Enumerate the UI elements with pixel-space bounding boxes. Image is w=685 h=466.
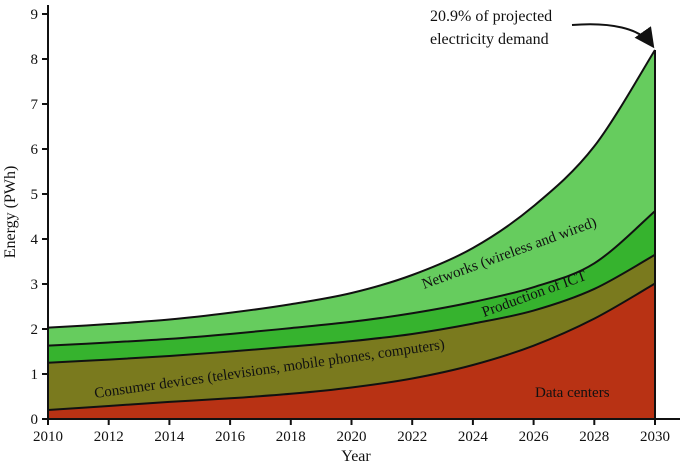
y-tick-label-6: 6 [31, 142, 39, 158]
x-tick-label-2016: 2016 [215, 429, 246, 445]
boundary-line-2 [47, 210, 656, 347]
annotation-arrow [571, 23, 655, 49]
y-axis-title: Energy (PWh) [2, 166, 19, 259]
x-tick-label-2012: 2012 [94, 429, 124, 445]
y-tick-label-2: 2 [31, 322, 39, 338]
y-tick-label-5: 5 [31, 187, 39, 203]
x-tick-label-2018: 2018 [276, 429, 306, 445]
x-tick-label-2010: 2010 [33, 429, 63, 445]
band-0 [48, 283, 655, 419]
annotation-line-2: electricity demand [430, 31, 549, 48]
boundary-line-1 [47, 253, 656, 364]
boundary-line-0 [47, 282, 656, 411]
x-tick-label-2030: 2030 [640, 429, 670, 445]
band-2 [48, 211, 655, 363]
y-tick-label-3: 3 [31, 277, 39, 293]
x-tick-label-2014: 2014 [154, 429, 185, 445]
annotation-line-1: 20.9% of projected [430, 8, 552, 25]
x-tick-label-2024: 2024 [458, 429, 489, 445]
y-tick-label-9: 9 [31, 7, 39, 23]
x-ticks: 2010 2012 2014 2016 2018 2020 2022 2024 2026 2028… [33, 419, 670, 445]
x-tick-label-2026: 2026 [519, 429, 550, 445]
y-tick-label-8: 8 [31, 52, 39, 68]
x-axis-title: Year [341, 448, 371, 465]
label-data-centers: Data centers [535, 385, 610, 401]
x-tick-label-2020: 2020 [337, 429, 367, 445]
y-ticks: 0 1 2 3 4 5 6 7 8 9 [31, 7, 48, 428]
boundary-line-3 [47, 49, 656, 329]
stacked-bands [48, 50, 655, 419]
y-tick-label-1: 1 [31, 367, 39, 383]
x-tick-label-2028: 2028 [579, 429, 609, 445]
y-tick-label-4: 4 [31, 232, 39, 248]
band-3 [48, 50, 655, 346]
band-1 [48, 254, 655, 410]
y-tick-label-7: 7 [31, 97, 39, 113]
x-tick-label-2022: 2022 [397, 429, 427, 445]
y-tick-label-0: 0 [31, 412, 39, 428]
band-boundary-lines [47, 49, 656, 419]
